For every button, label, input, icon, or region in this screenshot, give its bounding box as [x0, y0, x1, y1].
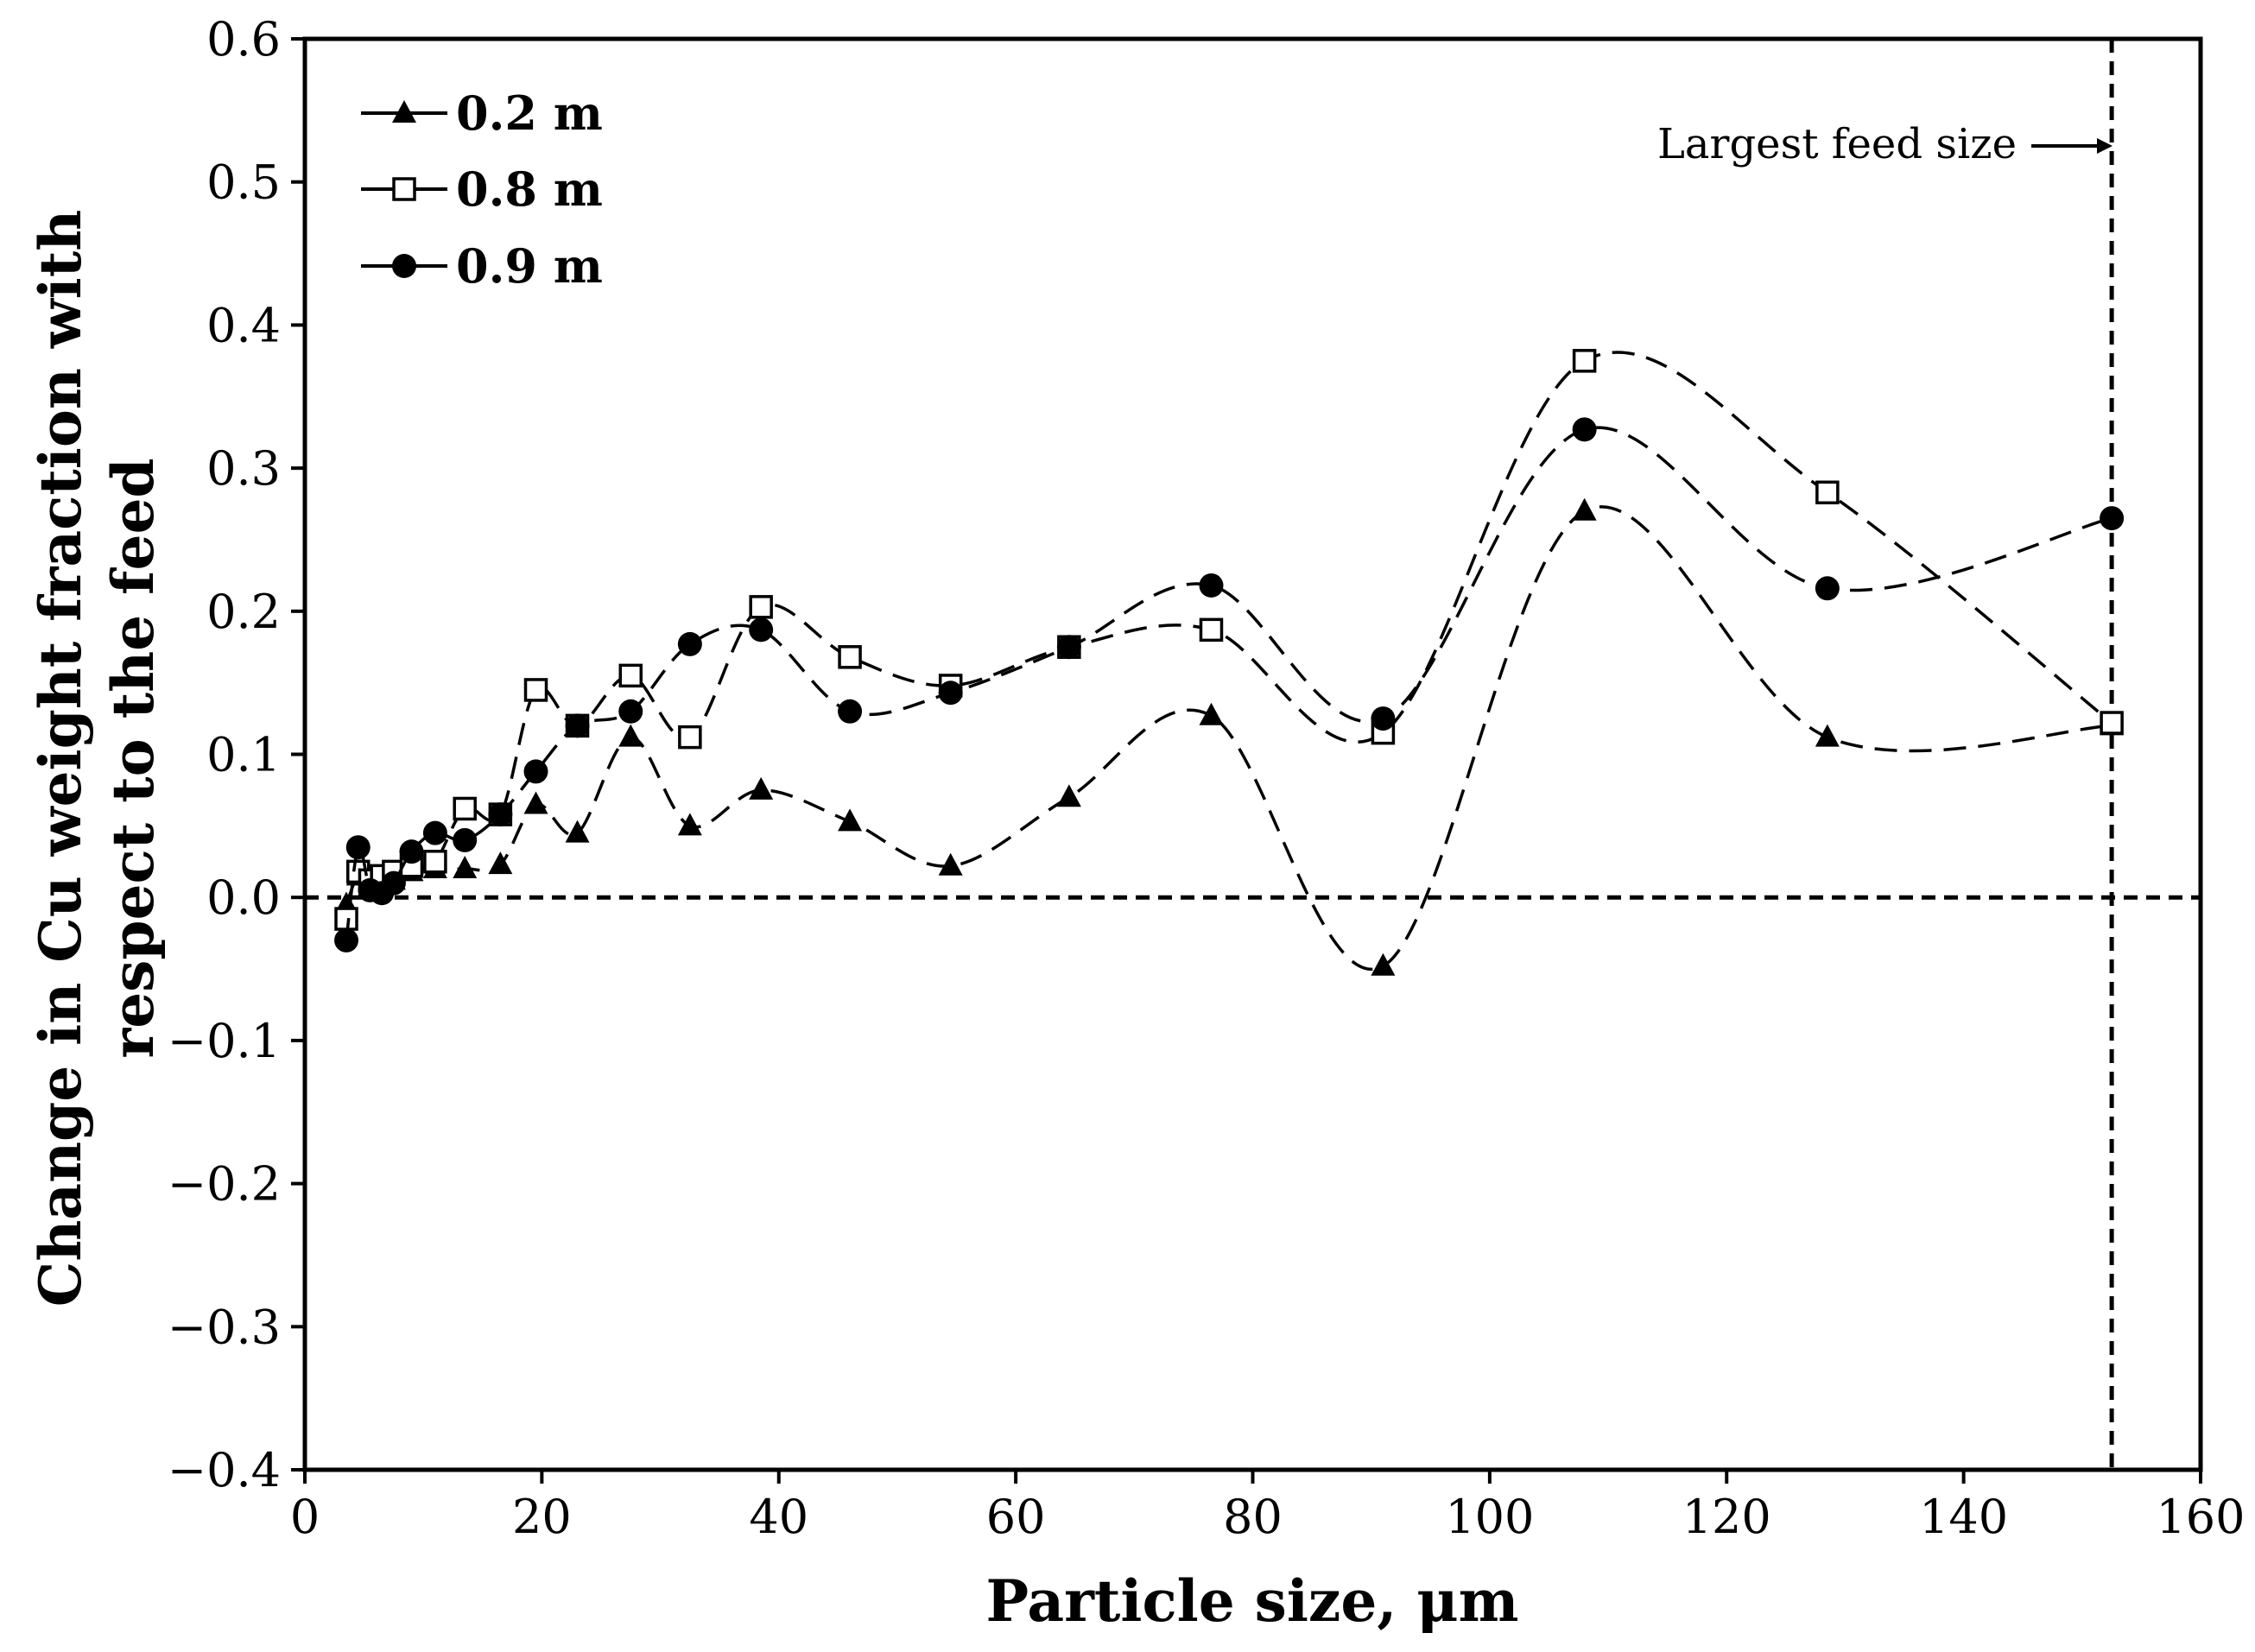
x-axis-ticks: 0 20 40 60 80 100 120 140 160 — [290, 1470, 2245, 1544]
x-tick-label: 40 — [749, 1490, 808, 1544]
series-0-9-m — [334, 417, 2125, 953]
data-point — [453, 827, 478, 852]
data-point — [1056, 784, 1081, 807]
data-point — [618, 724, 643, 747]
data-point — [1371, 953, 1396, 976]
data-point — [1815, 576, 1840, 601]
series-line — [345, 426, 2112, 941]
data-point — [938, 680, 963, 706]
series-layer — [334, 349, 2125, 976]
data-point — [345, 835, 371, 860]
data-point — [838, 645, 862, 669]
data-point — [749, 776, 774, 800]
x-tick-label: 60 — [986, 1490, 1046, 1544]
data-point — [523, 791, 548, 814]
legend-marker — [392, 100, 416, 123]
series-line — [345, 505, 2112, 971]
y-tick-label: 0.3 — [206, 441, 281, 496]
data-point — [1056, 635, 1081, 660]
y-tick-label: −0.1 — [168, 1014, 281, 1068]
x-tick-label: 80 — [1223, 1490, 1283, 1544]
data-point — [838, 808, 863, 832]
x-tick-label: 0 — [290, 1490, 320, 1544]
annotation-label: Largest feed size — [1657, 120, 2017, 168]
data-point — [618, 699, 643, 724]
data-point — [1572, 349, 1597, 373]
legend-marker — [392, 177, 416, 201]
y-axis-ticks: −0.4 −0.3 −0.2 −0.1 0.0 0.1 0.2 0.3 0.4 0.5 0.6 — [168, 12, 305, 1497]
data-point — [2100, 506, 2125, 531]
y-axis-title-line-1: Change in Cu weight fraction with — [27, 210, 94, 1307]
data-point — [1572, 497, 1597, 521]
x-axis-title: Particle size, μm — [986, 1567, 1519, 1635]
data-point — [1572, 417, 1597, 442]
data-point — [523, 759, 548, 784]
legend-item: 0.8 m — [361, 161, 603, 217]
x-tick-label: 120 — [1682, 1490, 1771, 1544]
x-tick-label: 20 — [512, 1490, 572, 1544]
data-point — [938, 852, 963, 876]
series-0-2-m — [334, 497, 2125, 976]
data-point — [488, 851, 513, 875]
data-point — [453, 856, 478, 879]
data-point — [523, 678, 548, 702]
data-point — [334, 907, 358, 931]
annotation-largest-feed-size: Largest feed size — [1657, 120, 2112, 168]
data-point — [1199, 702, 1224, 725]
x-tick-label: 160 — [2156, 1490, 2245, 1544]
x-tick-label: 140 — [1919, 1490, 2008, 1544]
y-tick-label: 0.5 — [206, 155, 281, 210]
legend-marker — [392, 254, 416, 278]
y-tick-label: 0.0 — [206, 870, 281, 925]
legend-label: 0.2 m — [456, 85, 603, 141]
data-point — [1815, 724, 1840, 747]
annotation-arrow-head — [2097, 138, 2112, 154]
data-point — [1815, 480, 1840, 505]
y-axis-title: Change in Cu weight fraction with respec… — [27, 210, 167, 1307]
legend-label: 0.9 m — [456, 238, 603, 294]
data-point — [334, 927, 359, 953]
y-tick-label: −0.2 — [168, 1157, 281, 1212]
legend-item: 0.9 m — [361, 238, 603, 294]
data-point — [749, 617, 774, 642]
data-point — [677, 813, 702, 836]
series-0-8-m — [334, 349, 2124, 931]
data-point — [678, 725, 702, 750]
y-tick-label: 0.6 — [206, 12, 281, 66]
y-tick-label: 0.4 — [206, 298, 281, 352]
series-line — [345, 351, 2113, 920]
y-tick-label: −0.3 — [168, 1300, 281, 1354]
legend-label: 0.8 m — [456, 161, 603, 217]
y-tick-label: 0.2 — [206, 585, 281, 639]
data-point — [618, 663, 643, 688]
legend-item: 0.2 m — [361, 85, 603, 141]
data-point — [565, 820, 590, 843]
data-point — [838, 699, 863, 724]
legend: 0.2 m 0.8 m 0.9 m — [361, 85, 603, 294]
data-point — [1199, 617, 1224, 642]
y-tick-label: −0.4 — [168, 1443, 281, 1497]
data-point — [2100, 711, 2124, 735]
y-axis-title-line-2: respect to the feed — [99, 458, 167, 1058]
data-point — [565, 713, 590, 738]
data-point — [422, 820, 447, 845]
x-tick-label: 100 — [1445, 1490, 1534, 1544]
data-point — [749, 595, 773, 619]
data-point — [423, 850, 447, 874]
y-tick-label: 0.1 — [206, 728, 281, 782]
data-point — [1199, 573, 1224, 598]
data-point — [1371, 706, 1396, 731]
data-point — [677, 631, 702, 656]
data-point — [399, 839, 424, 864]
data-point — [381, 870, 406, 896]
data-point — [488, 802, 513, 827]
data-point — [453, 796, 477, 821]
